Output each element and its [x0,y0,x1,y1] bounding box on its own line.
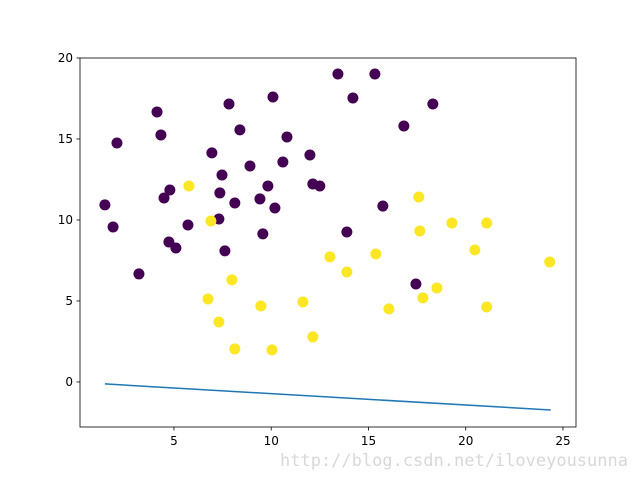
point [226,274,238,286]
point [377,200,389,212]
point [410,278,422,290]
point [544,256,556,268]
axes-frame [79,57,577,428]
y-tick-label: 10 [58,213,73,227]
point [155,129,167,141]
point [370,248,382,260]
point [281,131,293,143]
point [216,169,228,181]
point [314,180,326,192]
point [244,160,256,172]
point [158,192,170,204]
y-tick-label: 5 [65,294,73,308]
point [262,180,274,192]
point [234,124,246,136]
point [111,137,123,149]
point [413,191,425,203]
point [182,219,194,231]
watermark: http://blog.csdn.net/iloveyousunna [280,451,628,471]
point [164,184,176,196]
point [414,225,426,237]
point [469,244,481,256]
point [481,301,493,313]
point [269,202,281,214]
x-tick-label: 10 [264,434,279,448]
point [99,199,111,211]
point [219,245,231,257]
point [324,251,336,263]
point [341,266,353,278]
point [481,217,493,229]
point [304,149,316,161]
point [266,344,278,356]
point [205,215,217,227]
point [307,331,319,343]
point [133,268,145,280]
point [151,106,163,118]
point [223,98,235,110]
x-tick-label: 25 [555,434,570,448]
point [446,217,458,229]
point [183,180,195,192]
point [229,197,241,209]
point [214,187,226,199]
y-tick-label: 20 [58,51,73,65]
point [332,68,344,80]
point [347,92,359,104]
point [427,98,439,110]
x-tick-label: 5 [170,434,178,448]
x-tick-label: 20 [458,434,473,448]
point [297,296,309,308]
point [213,316,225,328]
line [104,383,551,411]
point [369,68,381,80]
point [398,120,410,132]
point [255,300,267,312]
point [107,221,119,233]
y-tick-label: 15 [58,132,73,146]
point [341,226,353,238]
point [417,292,429,304]
point [229,343,241,355]
point [267,91,279,103]
point [170,242,182,254]
x-tick-label: 15 [361,434,376,448]
point [431,282,443,294]
point [206,147,218,159]
point [202,293,214,305]
point [277,156,289,168]
point [257,228,269,240]
y-tick-label: 0 [65,375,73,389]
point [383,303,395,315]
point [254,193,266,205]
